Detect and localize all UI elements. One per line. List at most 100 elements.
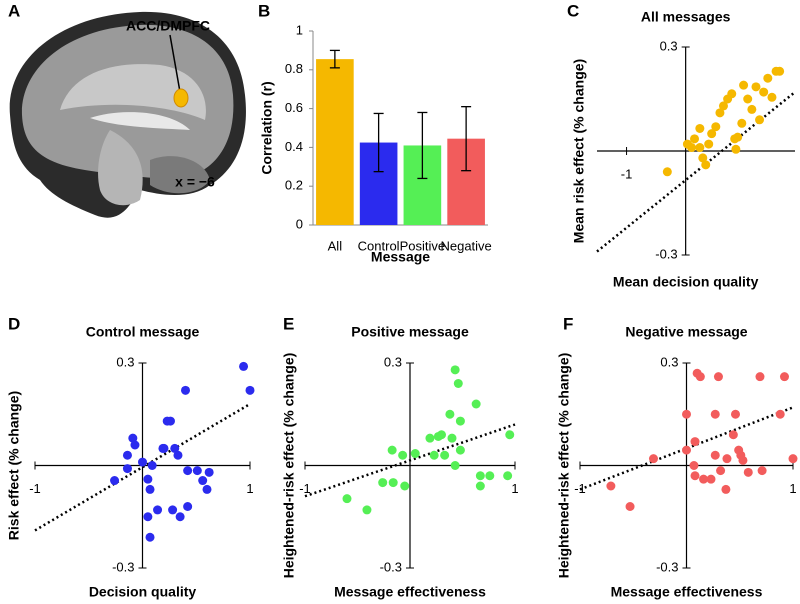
point: [737, 118, 747, 128]
point: [751, 82, 761, 92]
point: [707, 129, 717, 139]
y-tick-label: 0.4: [285, 139, 303, 154]
point: [695, 372, 705, 382]
point: [173, 450, 183, 460]
point: [767, 92, 777, 102]
point: [143, 474, 153, 484]
point: [159, 443, 169, 453]
point: [475, 481, 485, 491]
point: [698, 153, 708, 163]
point: [183, 466, 193, 476]
point: [699, 474, 709, 484]
coordinate-label: x = −6: [175, 174, 215, 190]
x-tick-label: 1: [511, 481, 518, 496]
point: [716, 466, 726, 476]
point: [450, 365, 460, 375]
point: [713, 372, 723, 382]
point: [743, 94, 753, 104]
point: [143, 512, 153, 522]
point: [128, 433, 138, 443]
point: [662, 167, 672, 177]
point: [739, 80, 749, 90]
point: [503, 471, 513, 481]
point: [715, 108, 725, 118]
point: [425, 433, 435, 443]
point: [695, 123, 705, 133]
chart-title: Positive message: [351, 324, 469, 340]
region-label: ACC/DMPFC: [126, 18, 210, 34]
panel-label: B: [258, 1, 270, 20]
point: [440, 450, 450, 460]
y-tick-label: 0: [296, 216, 303, 231]
point: [625, 502, 635, 511]
brain-image: [9, 11, 246, 218]
point: [168, 505, 178, 515]
point: [730, 409, 740, 419]
point: [130, 440, 140, 450]
point: [153, 505, 163, 515]
point: [147, 461, 157, 470]
x-axis-label: Message: [371, 249, 430, 265]
point: [730, 134, 740, 144]
y-tick-label: 0.6: [285, 100, 303, 115]
panel-label: A: [8, 1, 20, 20]
point: [718, 101, 728, 111]
point: [738, 455, 748, 465]
point: [711, 122, 721, 132]
point: [239, 361, 249, 371]
point: [202, 484, 212, 494]
point: [138, 457, 147, 467]
point: [728, 430, 738, 440]
panel-label: C: [567, 1, 579, 20]
point: [606, 481, 616, 491]
trend-line: [304, 423, 516, 498]
point: [342, 494, 352, 504]
point: [755, 115, 765, 125]
y-tick-label: -0.3: [656, 559, 678, 574]
point: [198, 476, 208, 486]
point: [710, 450, 720, 460]
point: [757, 466, 767, 476]
point: [450, 461, 460, 470]
point: [192, 466, 202, 476]
point: [471, 399, 481, 409]
point: [475, 471, 485, 481]
x-tick-label: -1: [621, 166, 633, 181]
x-axis-label: Decision quality: [89, 584, 197, 600]
point: [398, 450, 408, 460]
x-tick-label: All: [328, 238, 343, 253]
y-tick-label: -0.3: [655, 246, 677, 261]
y-tick-label: 0.3: [660, 354, 678, 369]
x-tick-label: Negative: [440, 238, 491, 253]
point: [455, 445, 465, 455]
point: [362, 505, 372, 515]
x-tick-label: -1: [29, 481, 41, 496]
chart-title: Negative message: [625, 324, 747, 340]
y-axis-label: Correlation (r): [259, 81, 275, 174]
chart-title: Control message: [86, 324, 200, 340]
point: [690, 471, 700, 481]
point: [731, 144, 741, 154]
y-tick-label: 0.2: [285, 178, 303, 193]
x-tick-label: Positive: [400, 238, 446, 253]
y-tick-label: -0.3: [380, 559, 402, 574]
x-tick-label: Control: [358, 238, 400, 253]
point: [122, 450, 132, 460]
y-axis-label: Heightened-risk effect (% change): [556, 353, 572, 579]
trend-line: [579, 406, 794, 491]
y-tick-label: 1: [296, 22, 303, 37]
point: [175, 512, 185, 522]
x-tick-label: -1: [299, 481, 311, 496]
point: [410, 449, 420, 459]
point: [181, 385, 190, 395]
y-axis-label: Risk effect (% change): [6, 391, 22, 540]
point: [110, 476, 120, 486]
y-axis-label: Heightened-risk effect (% change): [281, 353, 297, 579]
chart-title: All messages: [641, 9, 731, 25]
point: [453, 379, 463, 388]
point: [759, 87, 769, 97]
point: [455, 416, 465, 426]
point: [204, 467, 214, 477]
point: [388, 478, 398, 488]
point: [447, 433, 457, 443]
